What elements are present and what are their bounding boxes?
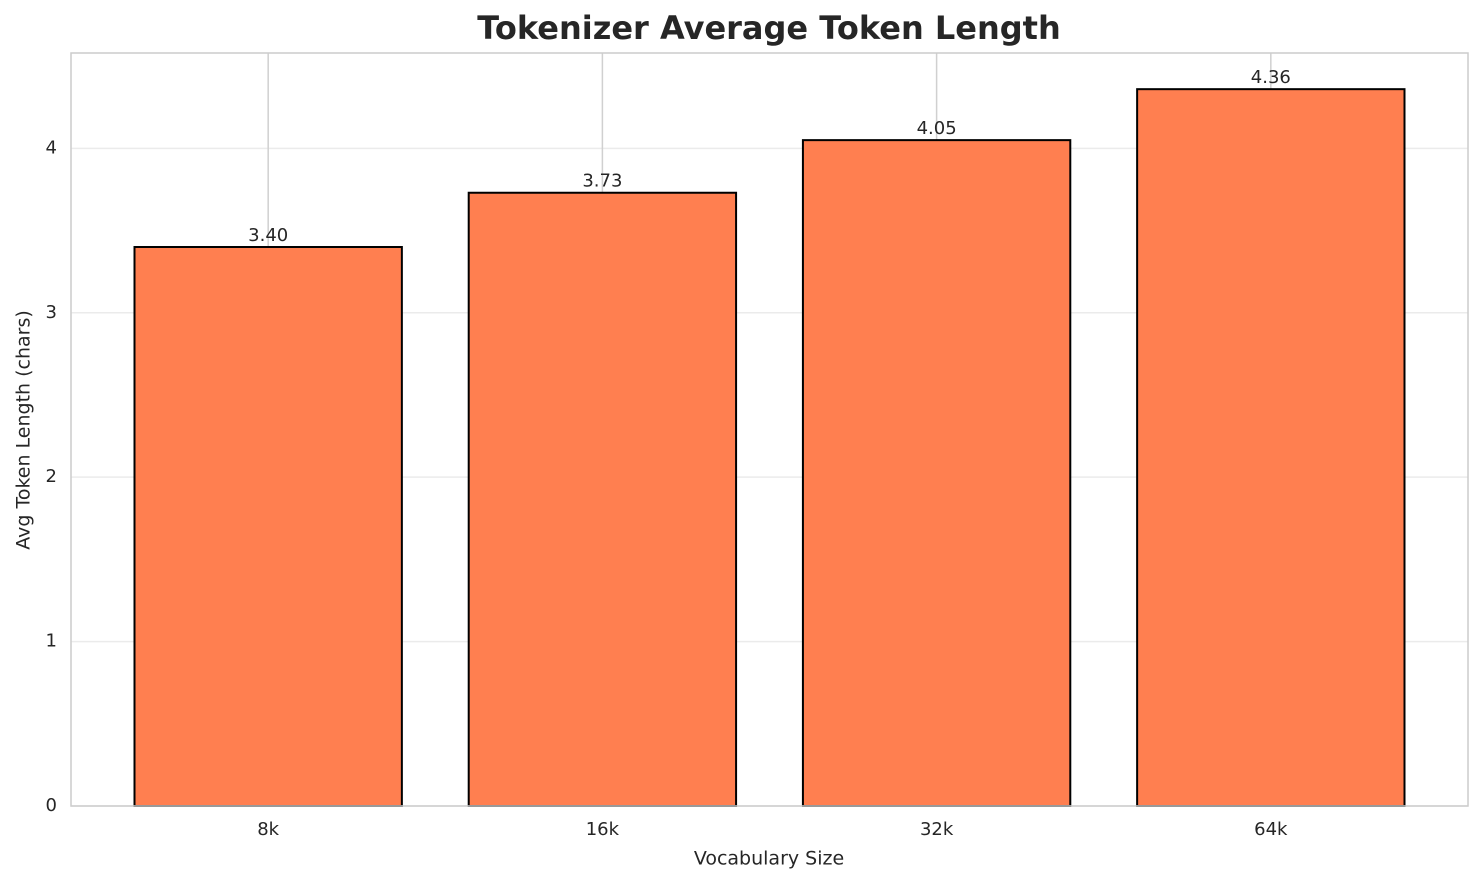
value-label: 4.05 <box>917 118 957 139</box>
x-tick-label: 64k <box>1254 819 1288 840</box>
value-label: 3.73 <box>582 171 622 192</box>
chart-title: Tokenizer Average Token Length <box>477 9 1060 47</box>
x-axis-label: Vocabulary Size <box>694 848 844 870</box>
x-tick-label: 32k <box>920 819 954 840</box>
y-tick-label: 1 <box>46 631 57 652</box>
y-tick-label: 3 <box>46 302 57 323</box>
y-axis-label: Avg Token Length (chars) <box>13 310 35 550</box>
y-tick-label: 4 <box>46 137 57 158</box>
value-label: 3.40 <box>248 225 288 246</box>
bar <box>467 191 738 807</box>
x-tick-label: 16k <box>586 819 620 840</box>
bar <box>801 139 1072 807</box>
value-label: 4.36 <box>1251 67 1291 88</box>
bar <box>133 246 403 807</box>
y-tick-label: 2 <box>46 466 57 487</box>
bar <box>1136 88 1406 808</box>
plot-frame <box>70 52 1469 807</box>
y-tick-label: 0 <box>46 795 57 816</box>
x-tick-label: 8k <box>257 819 279 840</box>
